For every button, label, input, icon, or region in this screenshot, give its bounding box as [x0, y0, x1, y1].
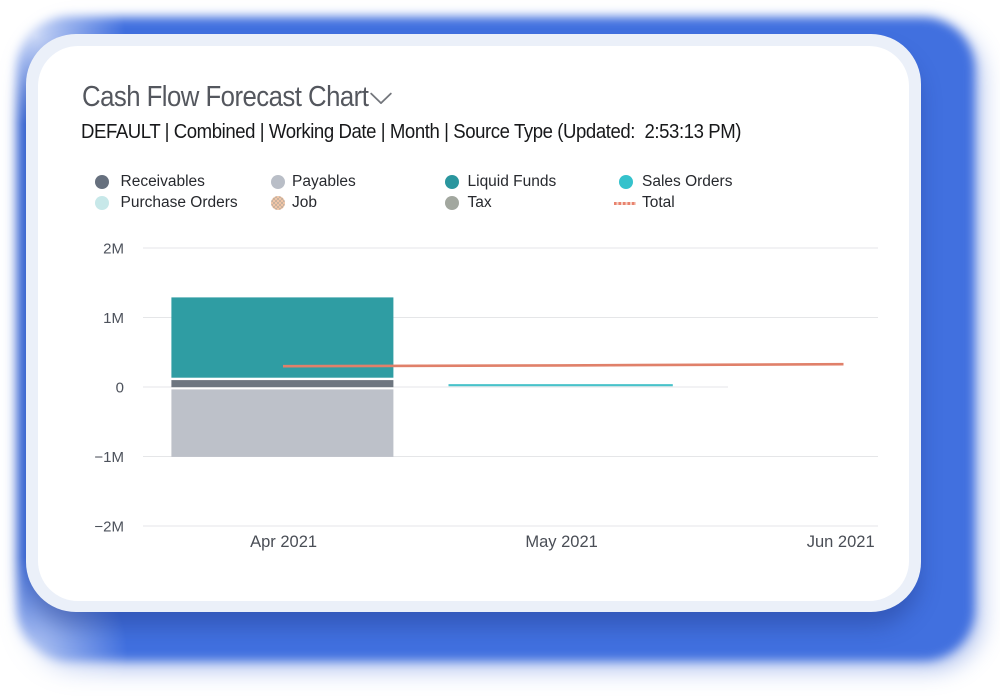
- svg-text:−2M: −2M: [94, 518, 124, 535]
- svg-text:May 2021: May 2021: [525, 533, 597, 551]
- svg-text:Jun 2021: Jun 2021: [807, 533, 875, 551]
- svg-text:1M: 1M: [103, 310, 124, 327]
- svg-text:2M: 2M: [103, 240, 124, 257]
- svg-text:Apr 2021: Apr 2021: [250, 533, 317, 551]
- svg-text:−1M: −1M: [94, 449, 124, 466]
- svg-text:0: 0: [116, 379, 124, 396]
